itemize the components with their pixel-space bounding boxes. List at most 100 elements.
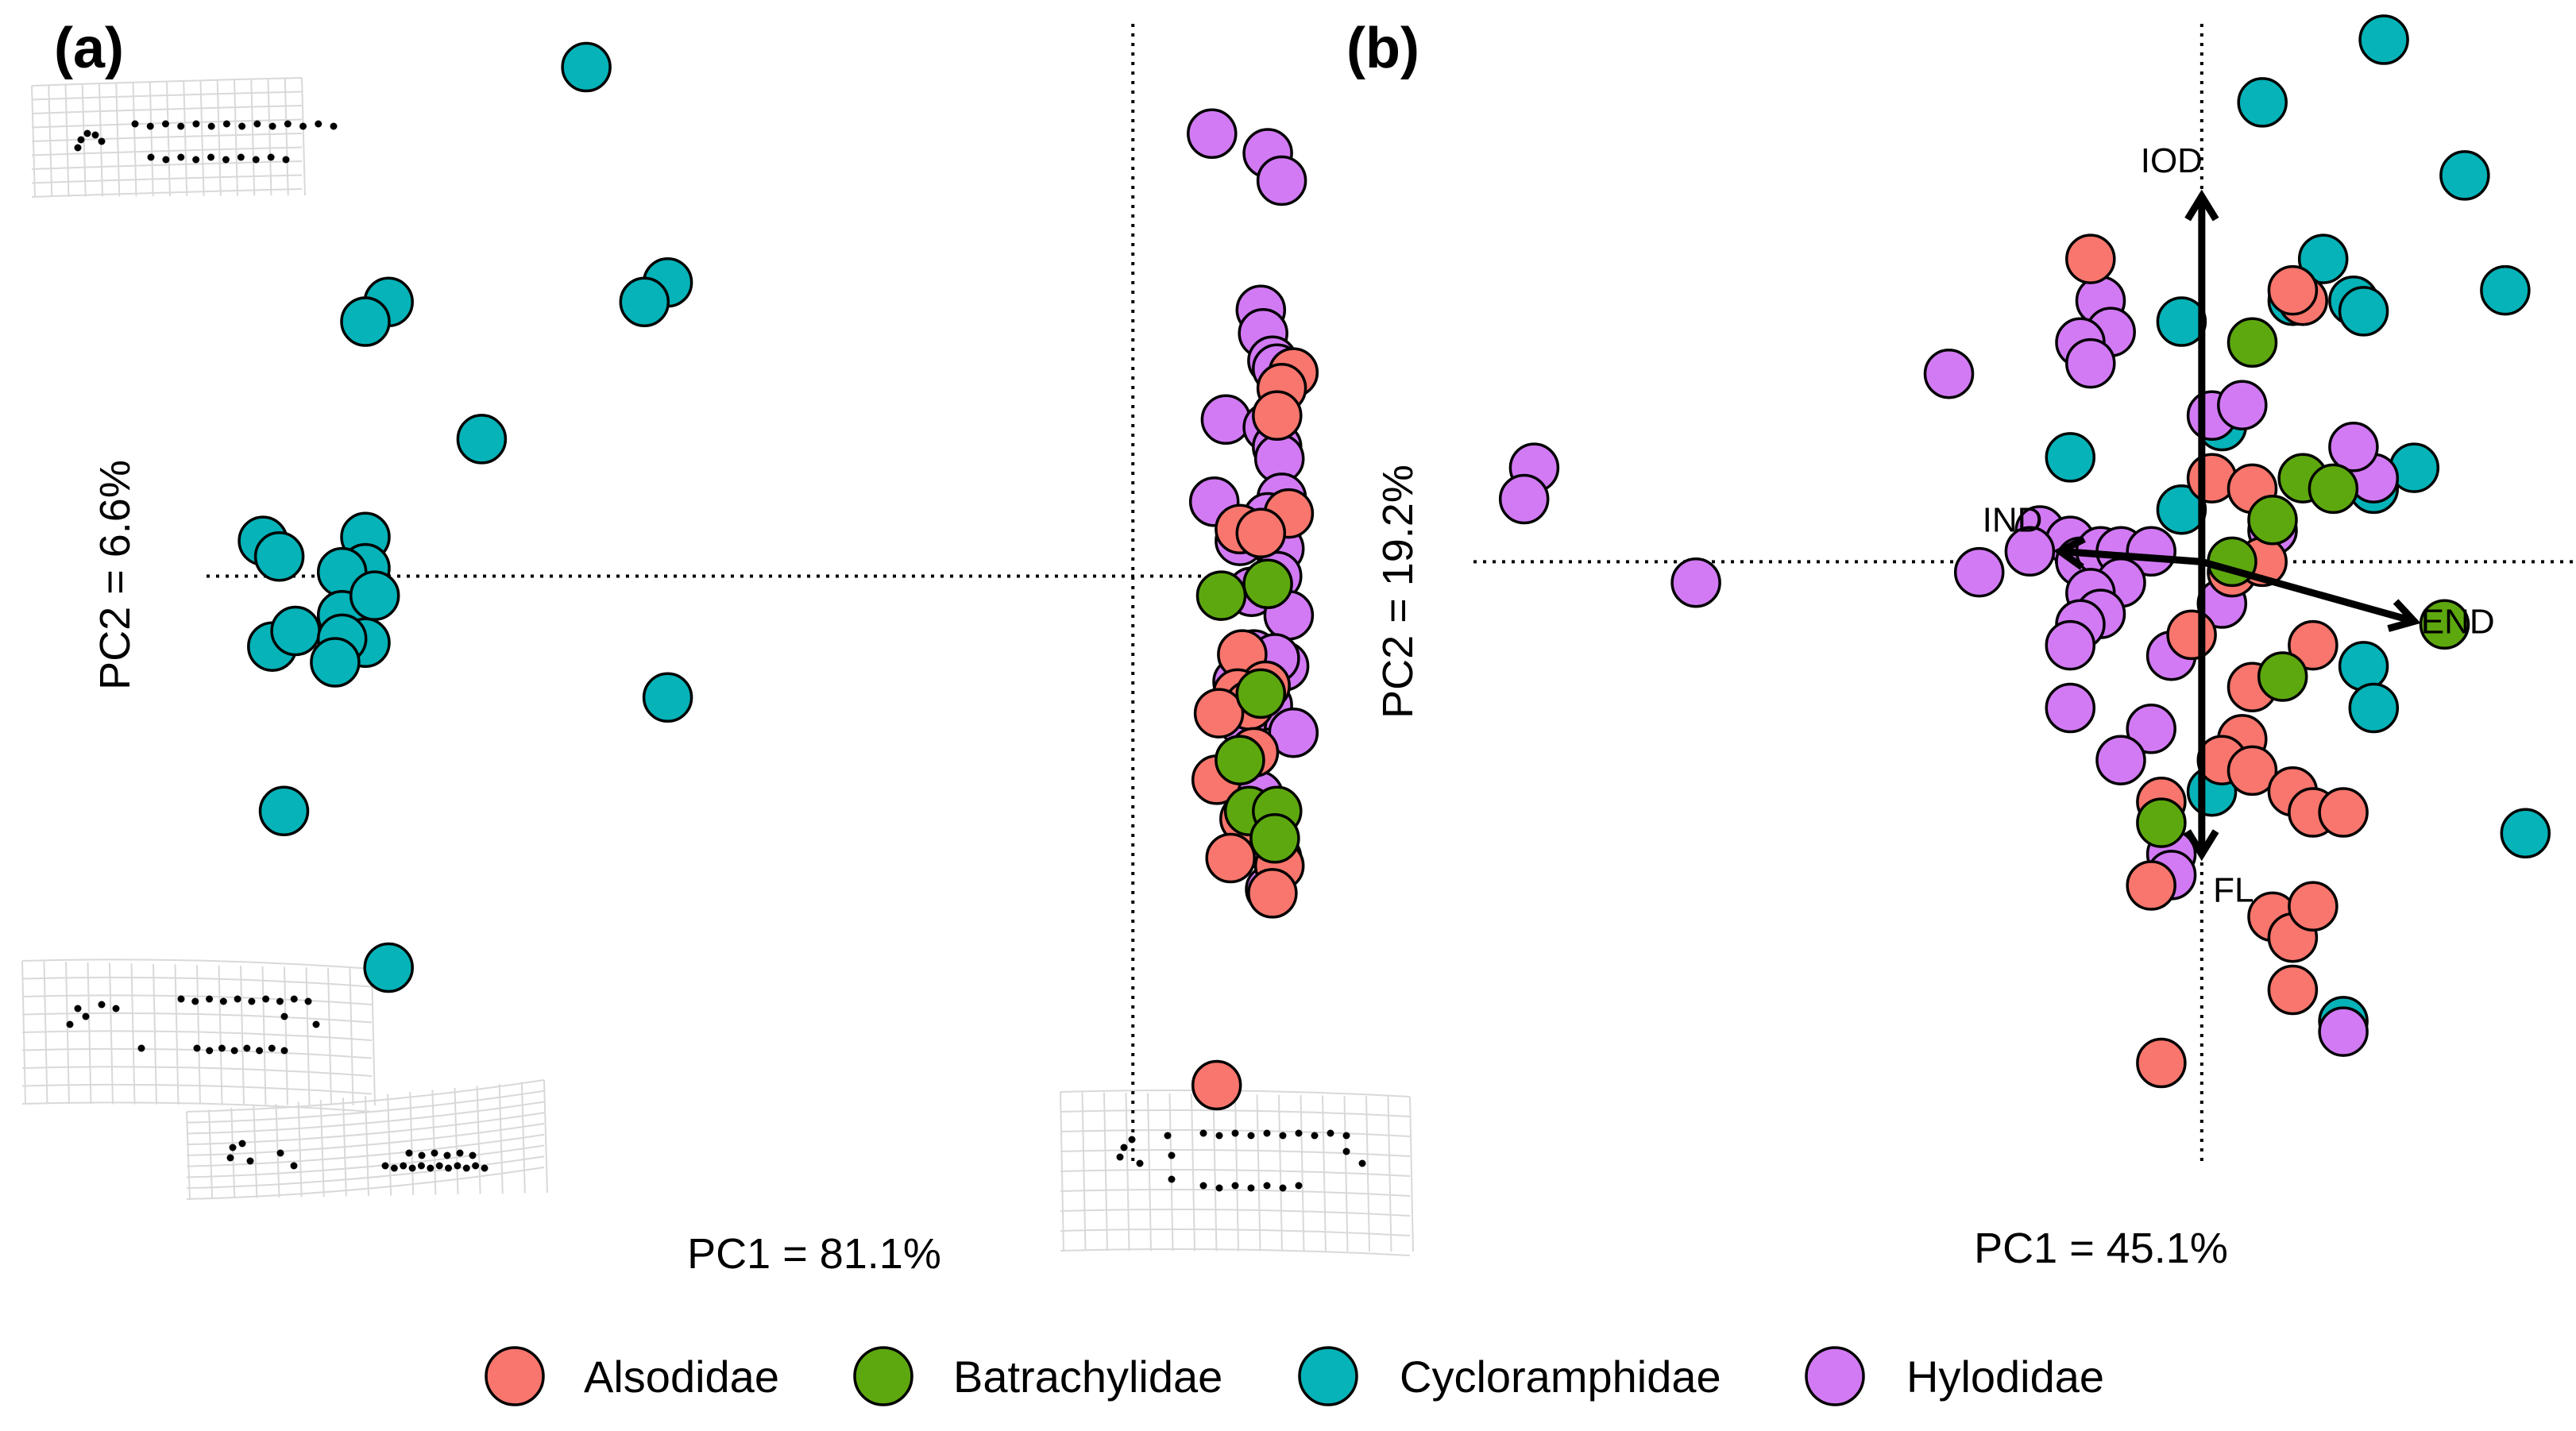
point-batrachylidae-0	[1195, 570, 1247, 621]
point-hylodidae-2	[1256, 155, 1307, 206]
point-alsodidae-2	[2267, 264, 2319, 316]
point-alsodidae-22	[2288, 881, 2338, 932]
point-alsodidae-15	[2318, 787, 2369, 838]
point-hylodidae-32	[2318, 1006, 2369, 1057]
point-alsodidae-10	[1193, 688, 1245, 739]
panel-b-loading-vectors: IOD IND END FL	[1983, 141, 2495, 909]
point-alsodidae-2	[1252, 390, 1303, 442]
deformation-grid-bottom-left	[21, 958, 376, 1113]
vector-arrowhead-fl	[2184, 829, 2219, 862]
point-cycloramphidae-18	[642, 672, 693, 723]
point-cycloramphidae-19	[258, 785, 310, 837]
legend-label-hylodidae: Hylodidae	[1906, 1352, 2104, 1402]
point-cycloramphidae-15	[270, 605, 321, 657]
legend-swatch-batrachylidae	[853, 1346, 913, 1406]
vector-arrowhead-iod	[2184, 189, 2219, 222]
panel-a-points	[238, 41, 1319, 1111]
point-batrachylidae-0	[2226, 317, 2278, 368]
point-cycloramphidae-0	[561, 41, 612, 93]
panel-b: (b) IOD IND END FL PC1 = 45.1% PC2 = 19.2%	[1346, 14, 2576, 1272]
point-hylodidae-0	[1187, 108, 1238, 160]
point-hylodidae-30	[2328, 422, 2379, 472]
vector-ind	[2060, 547, 2203, 565]
panel-b-points	[1498, 14, 2551, 1089]
point-cycloramphidae-5	[456, 414, 508, 465]
deformation-grid-bottom-left-lower	[186, 1079, 548, 1200]
panel-b-y-axis-label: PC2 = 19.2%	[1374, 465, 1422, 719]
legend-item-alsodidae: Alsodidae	[485, 1346, 779, 1406]
vector-label-iod: IOD	[2141, 141, 2203, 180]
panel-b-label: (b)	[1346, 17, 1419, 80]
legend-item-batrachylidae: Batrachylidae	[853, 1346, 1222, 1406]
vector-arrowhead-end	[2387, 599, 2421, 632]
point-alsodidae-8	[2288, 619, 2338, 671]
point-hylodidae-3	[1923, 348, 1975, 399]
point-batrachylidae-6	[1249, 813, 1300, 864]
legend-swatch-hylodidae	[1805, 1346, 1865, 1406]
point-batrachylidae-1	[1242, 558, 1293, 610]
panel-a-y-axis-label: PC2 = 6.6%	[91, 460, 139, 690]
deformation-grid-bottom-right	[1060, 1090, 1414, 1256]
point-cycloramphidae-15	[2348, 682, 2400, 734]
deformation-grid-top-left	[31, 77, 338, 198]
legend-item-hylodidae: Hylodidae	[1805, 1346, 2104, 1406]
point-hylodidae-22	[2004, 526, 2056, 577]
point-alsodidae-17	[1247, 868, 1298, 919]
point-hylodidae-27	[2045, 682, 2096, 734]
point-alsodidae-18	[1191, 1059, 1242, 1111]
legend-label-cycloramphidae: Cycloramphidae	[1400, 1352, 1721, 1402]
point-batrachylidae-6	[2257, 651, 2308, 702]
point-batrachylidae-2	[2247, 495, 2298, 546]
point-hylodidae-4	[2065, 338, 2116, 389]
point-alsodidae-0	[2065, 233, 2116, 284]
point-hylodidae-20	[1670, 557, 1721, 608]
point-alsodidae-20	[2267, 964, 2319, 1016]
point-alsodidae-17	[2126, 860, 2176, 911]
point-cycloramphidae-3	[340, 296, 391, 347]
point-cycloramphidae-0	[2358, 14, 2409, 65]
point-hylodidae-14	[2126, 526, 2176, 577]
panel-a-x-axis-label: PC1 = 81.1%	[687, 1230, 941, 1278]
point-cycloramphidae-2	[2439, 150, 2490, 201]
legend-label-alsodidae: Alsodidae	[584, 1352, 779, 1402]
point-batrachylidae-3	[2308, 463, 2359, 515]
point-hylodidae-19	[2045, 619, 2096, 671]
vector-label-end: END	[2421, 602, 2495, 641]
point-cycloramphidae-7	[2338, 286, 2389, 337]
point-alsodidae-21	[2136, 1037, 2187, 1089]
panel-a: (a) PC1 = 81.1% PC2 = 6.6%	[21, 17, 1414, 1278]
point-cycloramphidae-14	[2338, 641, 2389, 692]
point-alsodidae-15	[1205, 832, 1256, 884]
point-alsodidae-12	[2226, 745, 2278, 796]
point-cycloramphidae-1	[2237, 77, 2288, 128]
point-hylodidae-28	[2126, 704, 2176, 754]
point-cycloramphidae-20	[363, 942, 414, 993]
point-cycloramphidae-17	[2500, 808, 2551, 859]
point-batrachylidae-5	[2419, 599, 2470, 650]
point-batrachylidae-2	[1235, 668, 1287, 719]
legend-label-batrachylidae: Batrachylidae	[953, 1352, 1222, 1402]
point-cycloramphidae-10	[2045, 432, 2096, 483]
point-cycloramphidae-13	[2156, 484, 2207, 535]
panel-b-x-axis-label: PC1 = 45.1%	[1974, 1225, 2228, 1272]
point-hylodidae-7	[1200, 394, 1252, 446]
legend-swatch-alsodidae	[485, 1346, 545, 1406]
point-cycloramphidae-10	[253, 531, 305, 582]
point-batrachylidae-3	[1215, 735, 1265, 785]
point-cycloramphidae-12	[349, 570, 400, 621]
vector-label-fl: FL	[2213, 871, 2254, 910]
legend-swatch-cycloramphidae	[1298, 1346, 1358, 1406]
legend: Alsodidae Batrachylidae Cycloramphidae H…	[485, 1346, 2104, 1406]
point-alsodidae-7	[2166, 609, 2217, 661]
point-hylodidae-6	[2217, 380, 2268, 430]
point-cycloramphidae-3	[2297, 233, 2349, 284]
point-cycloramphidae-4	[2480, 264, 2531, 316]
point-alsodidae-5	[1235, 507, 1287, 559]
point-batrachylidae-7	[2136, 797, 2187, 848]
point-hylodidae-21	[1953, 546, 2005, 598]
vector-label-ind: IND	[1983, 500, 2043, 539]
point-hylodidae-8	[1498, 473, 1550, 525]
point-cycloramphidae-17	[310, 637, 361, 688]
legend-item-cycloramphidae: Cycloramphidae	[1298, 1346, 1721, 1406]
